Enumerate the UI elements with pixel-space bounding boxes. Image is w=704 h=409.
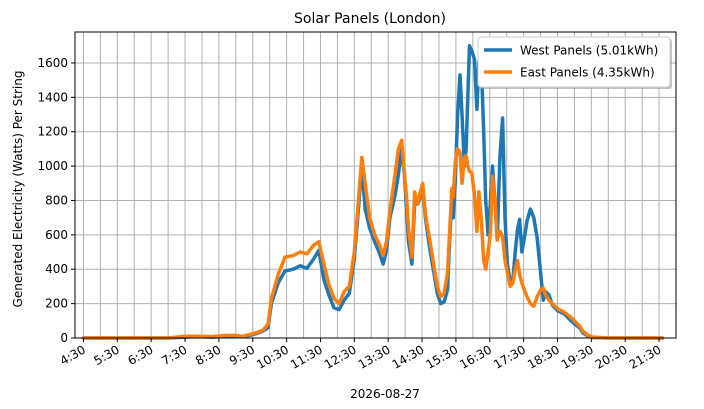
- series-line-east: [81, 138, 665, 340]
- y-tick-label: 200: [45, 297, 68, 311]
- legend-entry: West Panels (5.01kWh): [520, 44, 658, 58]
- y-tick-label: 1000: [37, 159, 68, 173]
- x-axis-label: 2026-08-27: [350, 387, 420, 401]
- y-tick-label: 400: [45, 262, 68, 276]
- series-layer: [81, 44, 665, 340]
- y-tick-label: 1400: [37, 90, 68, 104]
- legend-box: [477, 36, 671, 88]
- y-tick-label: 800: [45, 193, 68, 207]
- series-line-west: [81, 44, 665, 340]
- chart-title: Solar Panels (London): [294, 11, 446, 27]
- y-tick-label: 1200: [37, 125, 68, 139]
- y-tick-label: 600: [45, 228, 68, 242]
- plot-frame: [74, 31, 677, 339]
- y-tick-label: 1600: [37, 56, 68, 70]
- y-axis-label: Generated Electricity (Watts) Per String: [11, 71, 25, 308]
- legend-entry: East Panels (4.35kWh): [520, 66, 655, 80]
- y-tick-label: 0: [60, 331, 68, 345]
- legend: West Panels (5.01kWh) East Panels (4.35kW…: [477, 36, 672, 89]
